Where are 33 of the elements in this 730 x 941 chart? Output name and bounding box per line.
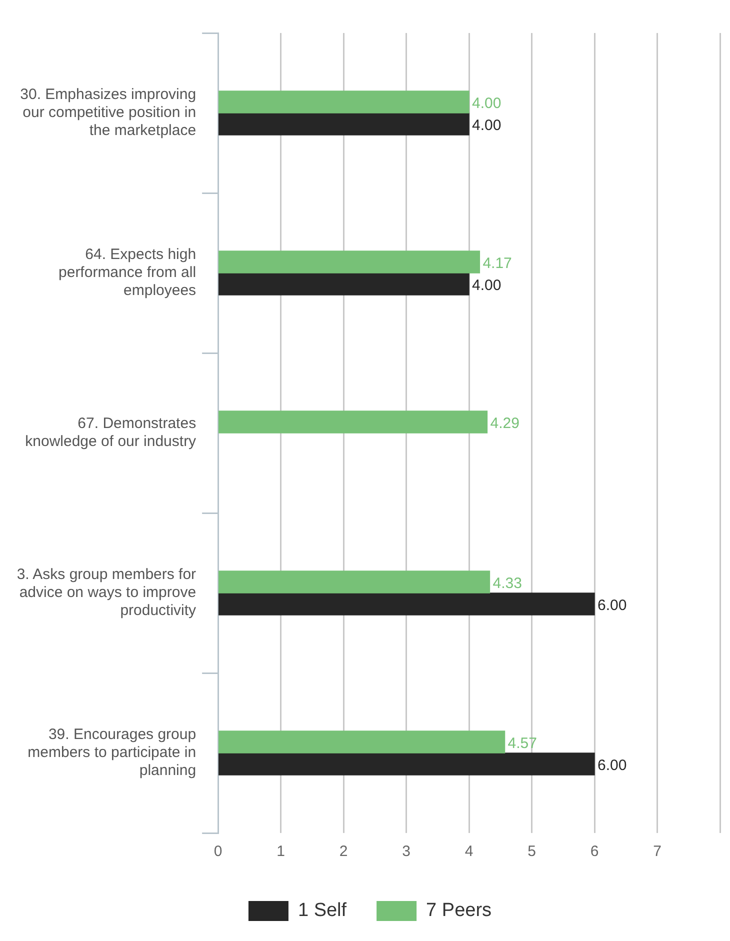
- bar: [218, 730, 506, 754]
- x-tick-label: 3: [402, 843, 410, 860]
- y-tick-label: 64. Expects high performance from all employees: [58, 246, 196, 300]
- y-tick-label: 3. Asks group members for advice on ways to improve productivity: [16, 566, 197, 620]
- data-label: 6.00: [598, 757, 627, 774]
- bar: [218, 752, 595, 776]
- data-label: 4.17: [482, 255, 512, 272]
- data-label: 4.29: [490, 415, 520, 432]
- y-tick-label: 30. Emphasizes improving our competitive position in the marketplace: [20, 86, 196, 140]
- y-tick-label: 67. Demonstrates knowledge of our industry: [25, 415, 197, 450]
- x-tick-label: 6: [590, 843, 599, 860]
- bar: [218, 570, 490, 594]
- legend-label: 7 Peers: [426, 900, 492, 922]
- x-tick-label: 1: [276, 843, 285, 860]
- data-label: 4.57: [508, 735, 537, 752]
- bar: [218, 250, 480, 274]
- data-label: 4.33: [492, 575, 522, 592]
- data-label: 6.00: [598, 597, 627, 614]
- y-tick-label: 39. Encourages group members to participate in planning: [28, 726, 196, 780]
- legend-label: 1 Self: [298, 900, 348, 922]
- data-label: 4.00: [472, 277, 502, 294]
- data-label: 4.00: [472, 117, 502, 134]
- bar: [218, 272, 470, 296]
- x-tick-label: 7: [653, 843, 662, 860]
- x-tick-label: 4: [464, 843, 474, 860]
- bar: [218, 112, 470, 136]
- bar: [218, 90, 470, 114]
- data-label: 4.00: [472, 95, 502, 112]
- x-tick-label: 5: [528, 843, 536, 860]
- x-tick-label: 0: [214, 843, 222, 860]
- bar: [218, 410, 488, 434]
- x-tick-label: 2: [339, 843, 348, 860]
- bar: [218, 592, 595, 616]
